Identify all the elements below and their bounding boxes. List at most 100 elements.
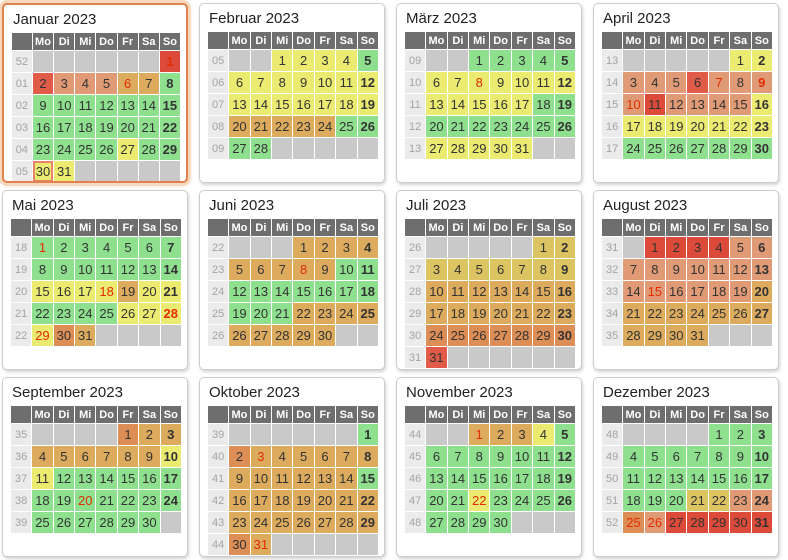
day-cell[interactable]: 29 [159,139,180,160]
day-cell[interactable]: 19 [469,303,490,324]
day-cell[interactable]: 14 [708,94,730,115]
day-cell[interactable]: 1 [469,424,490,445]
day-cell[interactable]: 23 [730,490,751,511]
day-cell[interactable]: 27 [687,138,708,159]
day-cell[interactable]: 14 [138,95,159,116]
day-cell[interactable]: 18 [533,468,554,489]
day-cell[interactable]: 14 [623,281,644,302]
day-cell[interactable]: 12 [644,468,666,489]
day-cell[interactable]: 11 [708,259,730,280]
day-cell[interactable]: 3 [511,424,533,445]
day-cell[interactable]: 15 [644,281,666,302]
day-cell[interactable]: 11 [447,281,469,302]
day-cell[interactable]: 5 [357,50,378,71]
day-cell[interactable]: 13 [426,94,447,115]
day-cell[interactable]: 7 [511,259,533,280]
day-cell[interactable]: 27 [426,138,447,159]
day-cell[interactable]: 30 [554,325,575,346]
day-cell[interactable]: 15 [159,95,180,116]
day-cell[interactable]: 30 [751,138,772,159]
day-cell[interactable]: 26 [469,325,490,346]
day-cell[interactable]: 31 [250,534,272,555]
day-cell[interactable]: 23 [32,139,54,160]
day-cell[interactable]: 10 [160,446,181,467]
day-cell[interactable]: 23 [554,303,575,324]
day-cell[interactable]: 26 [293,512,314,533]
day-cell[interactable]: 31 [426,347,447,368]
day-cell[interactable]: 18 [336,94,357,115]
day-cell[interactable]: 11 [32,468,53,489]
day-cell[interactable]: 11 [644,94,666,115]
day-cell[interactable]: 10 [511,446,533,467]
day-cell[interactable]: 2 [314,237,336,258]
day-cell[interactable]: 30 [32,161,54,181]
day-cell[interactable]: 28 [138,139,159,160]
day-cell[interactable]: 22 [159,117,180,138]
day-cell[interactable]: 8 [117,446,139,467]
day-cell[interactable]: 23 [751,116,772,137]
day-cell[interactable]: 20 [751,281,772,302]
day-cell[interactable]: 15 [293,281,314,302]
day-cell[interactable]: 8 [357,446,378,467]
day-cell[interactable]: 10 [54,95,75,116]
day-cell[interactable]: 11 [272,468,293,489]
day-cell[interactable]: 12 [96,95,117,116]
day-cell[interactable]: 27 [250,325,272,346]
day-cell[interactable]: 2 [229,446,250,467]
day-cell[interactable]: 10 [336,259,357,280]
day-cell[interactable]: 12 [730,259,751,280]
day-cell[interactable]: 17 [751,468,772,489]
day-cell[interactable]: 4 [447,259,469,280]
day-cell[interactable]: 12 [293,468,314,489]
day-cell[interactable]: 19 [293,490,314,511]
day-cell[interactable]: 8 [644,259,666,280]
day-cell[interactable]: 6 [139,237,160,258]
day-cell[interactable]: 15 [469,468,490,489]
day-cell[interactable]: 30 [229,534,250,555]
day-cell[interactable]: 15 [272,94,293,115]
day-cell[interactable]: 6 [687,72,708,93]
day-cell[interactable]: 28 [623,325,644,346]
day-cell[interactable]: 9 [293,72,314,93]
day-cell[interactable]: 22 [357,490,378,511]
day-cell[interactable]: 22 [293,303,314,324]
day-cell[interactable]: 12 [469,281,490,302]
day-cell[interactable]: 21 [138,117,159,138]
day-cell[interactable]: 20 [426,116,447,137]
day-cell[interactable]: 11 [336,72,357,93]
day-cell[interactable]: 7 [447,446,469,467]
day-cell[interactable]: 22 [272,116,293,137]
day-cell[interactable]: 21 [336,490,357,511]
day-cell[interactable]: 27 [314,512,336,533]
day-cell[interactable]: 17 [623,116,644,137]
day-cell[interactable]: 24 [336,303,357,324]
day-cell[interactable]: 13 [250,281,272,302]
day-cell[interactable]: 6 [666,446,687,467]
day-cell[interactable]: 4 [533,50,554,71]
day-cell[interactable]: 9 [229,468,250,489]
day-cell[interactable]: 24 [250,512,272,533]
day-cell[interactable]: 26 [117,303,139,324]
day-cell[interactable]: 9 [32,95,54,116]
day-cell[interactable]: 10 [511,72,533,93]
day-cell[interactable]: 21 [447,490,469,511]
day-cell[interactable]: 27 [490,325,511,346]
day-cell[interactable]: 17 [426,303,447,324]
day-cell[interactable]: 30 [730,512,751,533]
day-cell[interactable]: 6 [426,72,447,93]
day-cell[interactable]: 11 [96,259,117,280]
day-cell[interactable]: 23 [229,512,250,533]
day-cell[interactable]: 4 [32,446,53,467]
day-cell[interactable]: 28 [447,138,469,159]
day-cell[interactable]: 14 [447,468,469,489]
day-cell[interactable]: 18 [708,281,730,302]
day-cell[interactable]: 24 [751,490,772,511]
day-cell[interactable]: 28 [708,138,730,159]
day-cell[interactable]: 16 [554,281,575,302]
day-cell[interactable]: 2 [730,424,751,445]
day-cell[interactable]: 25 [357,303,378,324]
day-cell[interactable]: 17 [160,468,181,489]
day-cell[interactable]: 2 [53,237,75,258]
day-cell[interactable]: 13 [229,94,250,115]
day-cell[interactable]: 19 [554,94,575,115]
